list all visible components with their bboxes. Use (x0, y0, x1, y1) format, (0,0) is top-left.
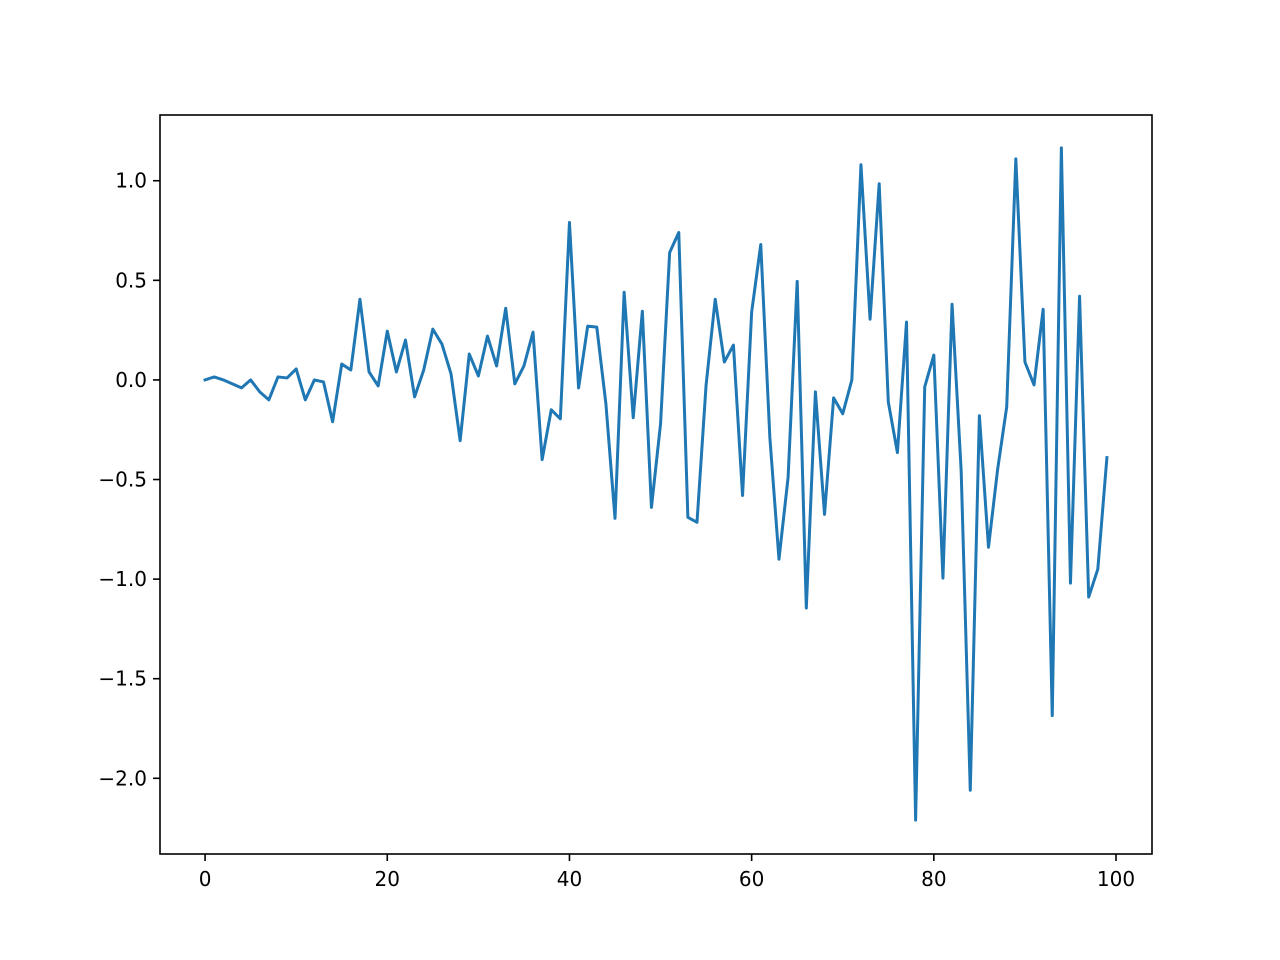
x-tick-label: 20 (375, 867, 400, 891)
plot-area (159, 114, 1153, 855)
x-tick-label: 0 (199, 867, 212, 891)
y-tick-label: −1.5 (98, 667, 147, 691)
series-line-0 (203, 146, 1109, 822)
x-tick-label: 60 (739, 867, 764, 891)
y-tick-label: −2.0 (98, 766, 147, 790)
x-axis: 0 20 40 60 80 100 (199, 854, 1135, 891)
y-tick-label: −0.5 (98, 468, 147, 492)
axes-frame (159, 114, 1153, 855)
y-axis: −2.0 −1.5 −1.0 −0.5 0.0 0.5 1.0 (98, 169, 160, 790)
y-tick-label: −1.0 (98, 567, 147, 591)
y-tick-label: 1.0 (115, 169, 147, 193)
x-tick-label: 100 (1097, 867, 1135, 891)
y-tick-label: 0.5 (115, 268, 147, 292)
x-tick-label: 40 (557, 867, 582, 891)
x-tick-label: 80 (921, 867, 946, 891)
y-tick-label: 0.0 (115, 368, 147, 392)
